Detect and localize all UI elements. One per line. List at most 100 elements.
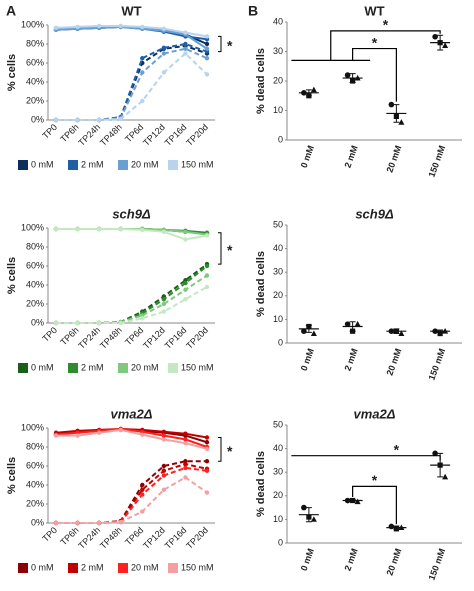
y-tick-label: 10 xyxy=(273,314,283,324)
point xyxy=(354,320,361,327)
point xyxy=(53,320,59,326)
y-tick-label: 10 xyxy=(273,514,283,524)
point xyxy=(161,309,167,314)
point xyxy=(183,280,188,286)
point xyxy=(140,24,145,30)
point xyxy=(118,427,123,433)
point xyxy=(344,72,351,78)
error-bar xyxy=(393,104,400,123)
point xyxy=(161,433,167,438)
legend-swatch xyxy=(168,363,178,373)
point xyxy=(161,473,167,478)
point xyxy=(53,520,59,526)
point xyxy=(161,70,167,75)
y-axis-label: % dead cells xyxy=(255,48,267,114)
point xyxy=(388,523,395,530)
point xyxy=(183,297,188,302)
point xyxy=(161,301,167,307)
point xyxy=(161,463,167,469)
point xyxy=(183,51,188,56)
y-tick-label: 80% xyxy=(26,241,44,251)
error-bar xyxy=(305,89,312,97)
point xyxy=(183,237,188,242)
x-tick-label: TP48h xyxy=(98,122,124,148)
point xyxy=(96,320,102,326)
point xyxy=(75,320,80,326)
significance-label: * xyxy=(383,17,389,33)
panel-label: B xyxy=(248,3,258,19)
y-tick-label: 0% xyxy=(31,114,44,124)
y-tick-label: 60% xyxy=(26,57,44,67)
legend-label: 0 mM xyxy=(31,159,54,169)
y-tick-label: 40 xyxy=(273,443,283,453)
x-tick-label: 20 mM xyxy=(385,547,404,577)
y-axis-label: % dead cells xyxy=(255,451,267,517)
x-tick-label: 0 mM xyxy=(299,547,316,572)
y-tick-label: 80% xyxy=(26,38,44,48)
point xyxy=(183,441,188,446)
point xyxy=(437,330,443,337)
x-tick-label: TP16d xyxy=(163,122,189,148)
y-tick-label: 100% xyxy=(21,19,44,29)
series-line xyxy=(56,52,208,121)
point xyxy=(140,227,145,233)
significance-bracket xyxy=(352,47,397,102)
y-tick-label: 20 xyxy=(273,75,283,85)
y-tick-label: 20% xyxy=(26,498,44,508)
point xyxy=(161,487,167,492)
y-tick-label: 0% xyxy=(31,317,44,327)
point xyxy=(140,98,145,104)
error-bar xyxy=(437,34,444,51)
point xyxy=(204,34,210,39)
point xyxy=(204,435,210,440)
error-bar xyxy=(349,73,356,83)
point xyxy=(204,56,210,61)
x-tick-label: TP0 xyxy=(40,325,59,344)
significance-label: * xyxy=(372,34,378,50)
series-line xyxy=(55,24,208,38)
x-tick-label: 20 mM xyxy=(385,144,404,174)
point xyxy=(398,330,405,336)
y-tick-label: 40% xyxy=(26,479,44,489)
significance-bracket xyxy=(291,455,441,461)
y-tick-label: 100% xyxy=(21,422,44,432)
error-bar xyxy=(393,525,400,530)
point xyxy=(96,117,102,123)
y-tick-label: 20 xyxy=(273,490,283,500)
point xyxy=(442,473,449,480)
x-tick-label: TP0 xyxy=(40,122,59,141)
series-line xyxy=(56,428,208,450)
legend-swatch xyxy=(118,160,128,170)
point xyxy=(140,432,145,437)
y-tick-label: 50 xyxy=(273,419,283,429)
point xyxy=(96,226,102,232)
y-tick-label: 40% xyxy=(26,76,44,86)
legend-label: 2 mM xyxy=(81,159,104,169)
point xyxy=(75,117,80,123)
y-tick-label: 10 xyxy=(273,105,283,115)
point xyxy=(442,42,449,48)
x-tick-label: TP12d xyxy=(141,325,167,351)
point xyxy=(204,459,210,464)
error-bar xyxy=(349,321,356,332)
point xyxy=(161,468,167,473)
x-tick-label: TP0 xyxy=(40,525,59,544)
point xyxy=(204,41,210,47)
point xyxy=(161,51,167,56)
point xyxy=(140,492,145,497)
point xyxy=(140,70,145,75)
point xyxy=(204,284,210,290)
point xyxy=(140,509,145,514)
point xyxy=(398,119,405,125)
point xyxy=(118,116,123,122)
point xyxy=(183,287,188,292)
point xyxy=(310,330,317,336)
point xyxy=(310,86,317,93)
error-bar xyxy=(305,324,312,333)
series-line xyxy=(56,44,208,121)
point xyxy=(75,433,80,438)
point xyxy=(204,263,210,269)
point xyxy=(53,433,59,438)
y-tick-label: 20% xyxy=(26,298,44,308)
series-line xyxy=(56,463,208,524)
